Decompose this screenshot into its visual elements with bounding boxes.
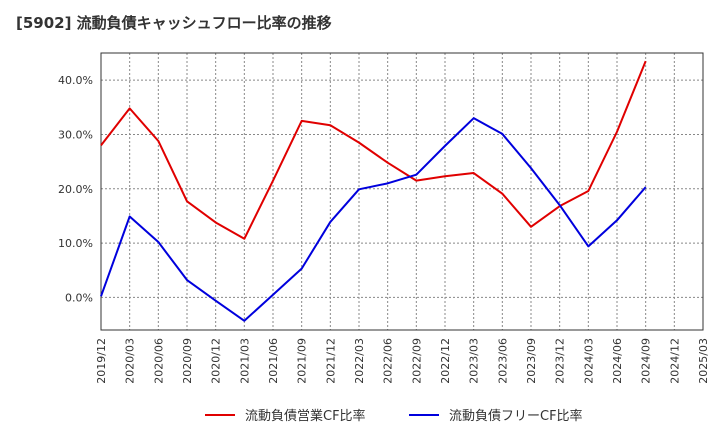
y-tick-label: 20.0% (58, 183, 93, 196)
plot-background (101, 53, 703, 330)
legend-label-2: 流動負債フリーCF比率 (449, 408, 583, 424)
x-tick-label: 2020/09 (181, 338, 194, 384)
x-tick-label: 2021/03 (238, 338, 251, 384)
series-line-2 (100, 117, 647, 322)
x-tick-label: 2022/12 (439, 338, 452, 384)
x-tick-label: 2020/03 (124, 338, 137, 384)
x-tick-label: 2023/03 (468, 338, 481, 384)
x-tick-label: 2022/06 (382, 338, 395, 384)
x-tick-label: 2022/09 (410, 338, 423, 384)
x-tick-label: 2020/12 (210, 338, 223, 384)
y-tick-label: 40.0% (58, 74, 93, 87)
x-tick-label: 2024/06 (611, 338, 624, 384)
chart-title: [5902] 流動負債キャッシュフロー比率の推移 (16, 14, 332, 32)
y-tick-label: 0.0% (65, 291, 93, 304)
grid-lines (101, 53, 703, 330)
x-tick-label: 2023/12 (554, 338, 567, 384)
x-tick-label: 2024/09 (640, 338, 653, 384)
x-tick-label: 2023/09 (525, 338, 538, 384)
series-lines (100, 60, 647, 322)
x-axis-labels: 2019/12 2020/03 2020/06 2020/09 2020/12 2021/… (95, 338, 710, 384)
x-tick-label: 2021/06 (267, 338, 280, 384)
y-tick-label: 10.0% (58, 237, 93, 250)
x-tick-label: 2023/06 (496, 338, 509, 384)
y-axis-labels: 0.0% 10.0% 20.0% 30.0% 40.0% (58, 74, 93, 304)
x-tick-label: 2021/09 (296, 338, 309, 384)
x-tick-label: 2022/03 (353, 338, 366, 384)
series-line-1 (100, 60, 647, 240)
x-tick-label: 2020/06 (152, 338, 165, 384)
y-tick-label: 30.0% (58, 128, 93, 141)
x-tick-label: 2024/12 (668, 338, 681, 384)
x-tick-label: 2021/12 (324, 338, 337, 384)
x-tick-label: 2019/12 (95, 338, 108, 384)
legend-label-1: 流動負債営業CF比率 (245, 408, 366, 424)
legend: 流動負債営業CF比率 流動負債フリーCF比率 (205, 408, 583, 424)
x-tick-label: 2024/03 (582, 338, 595, 384)
plot-frame (100, 52, 704, 331)
x-tick-label: 2025/03 (697, 338, 710, 384)
